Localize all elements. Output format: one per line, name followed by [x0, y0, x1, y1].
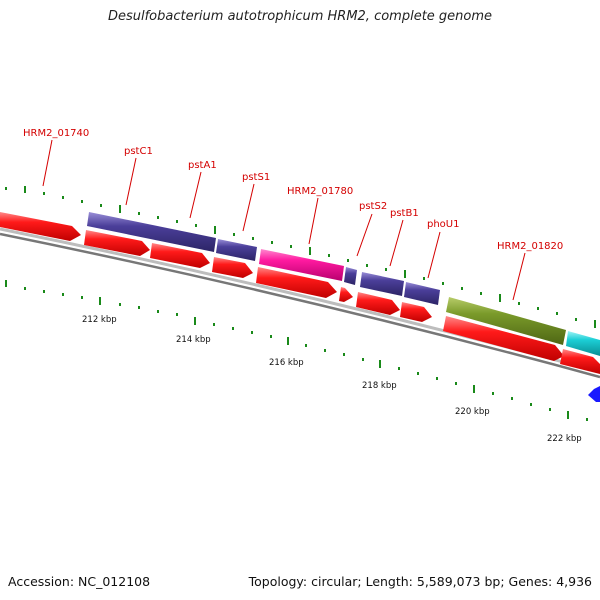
cds-arrow-9[interactable]	[560, 349, 600, 374]
kbp-label-220: 220 kbp	[455, 407, 490, 417]
kbp-label-214: 214 kbp	[176, 335, 211, 345]
gene-block-hrm2-01820[interactable]	[446, 297, 566, 345]
gene-block-cyan[interactable]	[566, 331, 600, 356]
gene-label-hrm2-01740[interactable]: HRM2_01740	[23, 128, 89, 139]
gene-block-hrm2-01780[interactable]	[259, 249, 344, 281]
cds-arrow-3[interactable]	[212, 257, 253, 278]
gene-label-pstb1[interactable]: pstB1	[390, 208, 419, 219]
accession-text: Accession: NC_012108	[8, 574, 151, 589]
gene-block-pstc1[interactable]	[87, 212, 216, 252]
cds-arrow-7[interactable]	[400, 302, 432, 322]
gene-block-psts2[interactable]	[344, 267, 357, 285]
cds-row	[84, 230, 600, 374]
gene-label-psta1[interactable]: pstA1	[188, 160, 217, 171]
gene-label-psts2[interactable]: pstS2	[359, 201, 387, 212]
kbp-label-212: 212 kbp	[82, 315, 117, 325]
label-leaders	[42, 139, 526, 301]
gene-label-psts1[interactable]: pstS1	[242, 172, 270, 183]
inner-ticks	[5, 280, 588, 421]
cds-arrow-5[interactable]	[339, 287, 353, 302]
gene-labels: HRM2_01740 pstC1 pstA1 pstS1 HRM2_01780 …	[23, 128, 563, 252]
genome-stats-text: Topology: circular; Length: 5,589,073 bp…	[248, 574, 592, 589]
gene-block-pstb1[interactable]	[360, 272, 404, 296]
kbp-label-222: 222 kbp	[547, 434, 582, 444]
gene-label-pstc1[interactable]: pstC1	[124, 146, 153, 157]
cds-arrow-1[interactable]	[84, 230, 150, 256]
gene-block-phou1[interactable]	[404, 282, 440, 305]
cds-arrow-4[interactable]	[256, 267, 337, 298]
kbp-label-216: 216 kbp	[269, 358, 304, 368]
outer-ticks	[5, 186, 596, 328]
cds-arrow-2[interactable]	[150, 243, 210, 268]
gene-block-psta1[interactable]	[216, 239, 257, 261]
gene-label-hrm2-01820[interactable]: HRM2_01820	[497, 241, 563, 252]
kbp-labels: 212 kbp 214 kbp 216 kbp 218 kbp 220 kbp …	[82, 315, 582, 444]
cds-arrow-6[interactable]	[356, 292, 400, 315]
gene-label-phou1[interactable]: phoU1	[427, 219, 460, 230]
cds-arrow-hrm2-01740[interactable]	[0, 212, 81, 241]
cds-arrow-8[interactable]	[443, 316, 564, 361]
kbp-label-218: 218 kbp	[362, 381, 397, 391]
gene-label-hrm2-01780[interactable]: HRM2_01780	[287, 186, 353, 197]
backbone-inner	[0, 232, 600, 379]
feature-row	[87, 212, 600, 356]
map-title: Desulfobacterium autotrophicum HRM2, com…	[107, 9, 493, 24]
gene-arrow-blue[interactable]	[588, 386, 600, 402]
